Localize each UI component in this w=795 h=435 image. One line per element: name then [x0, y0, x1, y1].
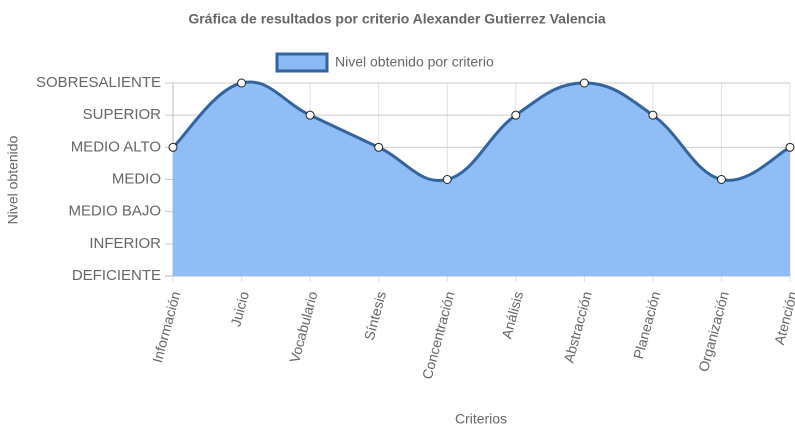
- chart-title: Gráfica de resultados por criterio Alexa…: [188, 11, 606, 27]
- point: [579, 78, 589, 88]
- x-tick-label: Juicio: [227, 289, 252, 328]
- y-tick-label: DEFICIENTE: [72, 267, 161, 284]
- y-tick-label: MEDIO BAJO: [68, 203, 161, 220]
- y-tick-label: INFERIOR: [89, 235, 161, 252]
- x-tick-label: Planeación: [630, 290, 663, 361]
- point: [785, 142, 795, 152]
- x-axis-label: Criterios: [455, 411, 507, 427]
- point: [305, 110, 315, 120]
- point: [374, 142, 384, 152]
- point: [511, 110, 521, 120]
- legend-label: Nivel obtenido por criterio: [335, 54, 494, 70]
- y-tick-label: MEDIO ALTO: [71, 138, 161, 155]
- point: [168, 142, 178, 152]
- point: [237, 78, 247, 88]
- y-tick-label: SOBRESALIENTE: [36, 74, 161, 91]
- x-tick-label: Vocabulario: [286, 289, 320, 364]
- point: [442, 175, 452, 184]
- x-tick-label: Atención: [771, 290, 795, 347]
- x-tick-label: Concentración: [419, 290, 458, 381]
- y-tick-label: SUPERIOR: [83, 106, 162, 123]
- y-tick-label: MEDIO: [112, 170, 161, 187]
- x-tick-label: Información: [149, 290, 183, 365]
- point: [648, 110, 658, 120]
- x-tick-label: Análisis: [498, 290, 526, 341]
- area-fill: [173, 81, 790, 277]
- legend-swatch: [275, 52, 329, 73]
- x-tick-label: Organización: [695, 290, 732, 374]
- line: [171, 80, 791, 183]
- point: [716, 175, 726, 184]
- y-axis-label: Nivel obtenido: [5, 135, 21, 224]
- x-tick-label: Síntesis: [361, 290, 389, 342]
- x-tick-label: Abstracción: [560, 290, 594, 365]
